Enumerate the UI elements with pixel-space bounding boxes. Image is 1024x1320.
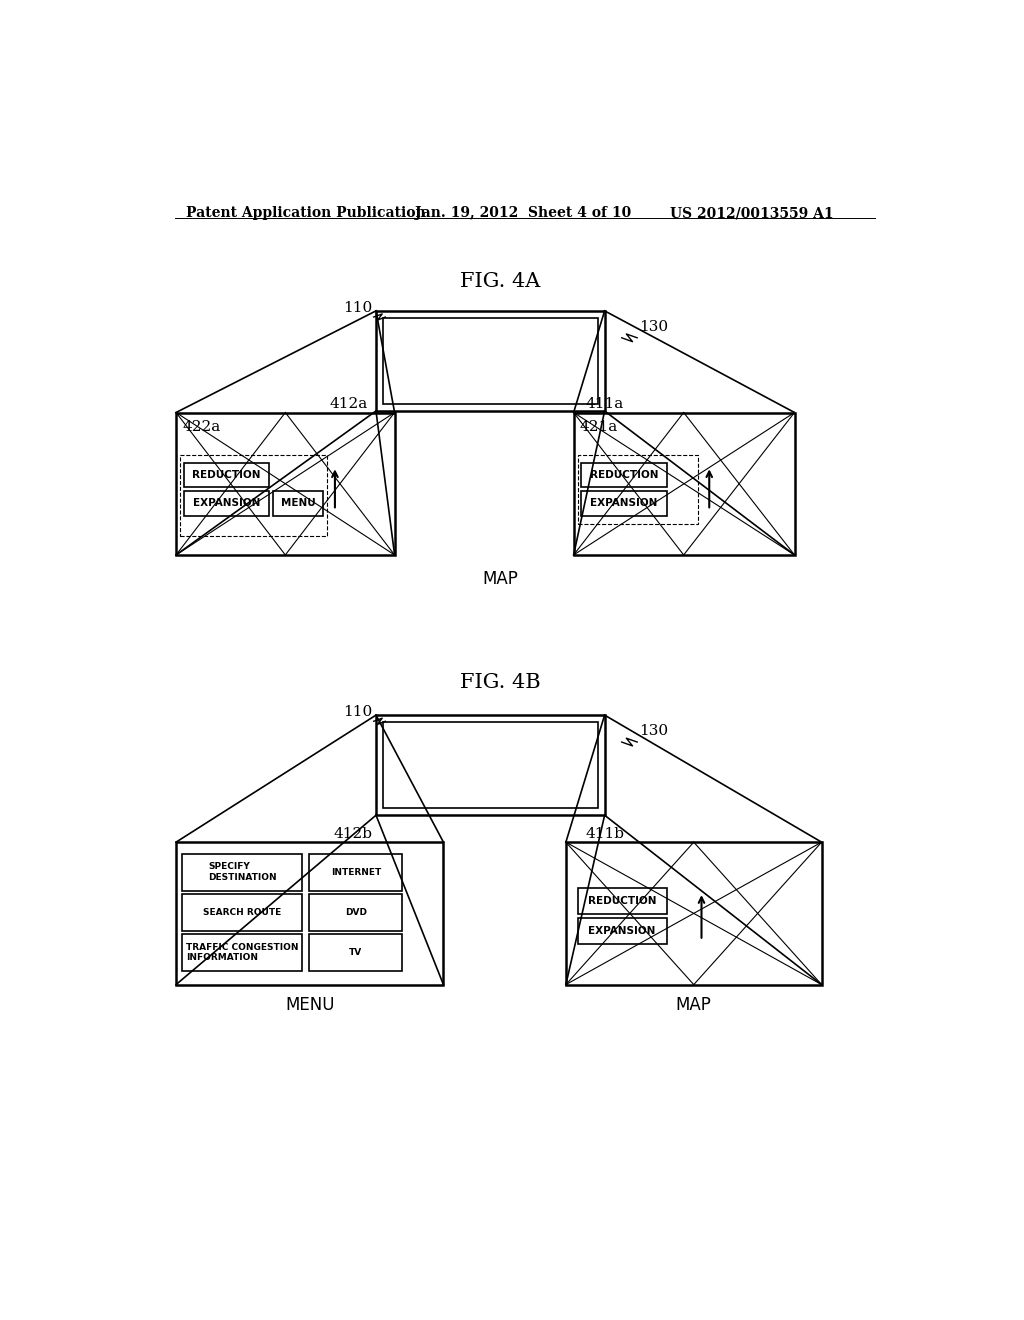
Text: 412a: 412a: [330, 397, 368, 411]
Text: 422a: 422a: [182, 420, 220, 434]
Bar: [383, 722, 598, 808]
Text: EXPANSION: EXPANSION: [589, 927, 655, 936]
Bar: [376, 715, 604, 816]
Bar: [182, 854, 302, 891]
Bar: [273, 491, 324, 516]
Bar: [180, 455, 328, 536]
Text: 412b: 412b: [334, 826, 373, 841]
Text: EXPANSION: EXPANSION: [590, 499, 657, 508]
Bar: [566, 842, 821, 985]
Text: 130: 130: [640, 725, 669, 738]
Bar: [309, 854, 402, 891]
Text: FIG. 4B: FIG. 4B: [460, 673, 541, 692]
Text: TRAFFIC CONGESTION
INFORMATION: TRAFFIC CONGESTION INFORMATION: [186, 942, 299, 962]
Text: 110: 110: [343, 705, 372, 719]
Text: REDUCTION: REDUCTION: [193, 470, 261, 480]
Bar: [309, 933, 402, 970]
Text: 110: 110: [343, 301, 372, 314]
Text: FIG. 4A: FIG. 4A: [460, 272, 541, 292]
Bar: [582, 462, 667, 487]
Bar: [376, 312, 604, 411]
Text: SEARCH ROUTE: SEARCH ROUTE: [203, 908, 282, 916]
Bar: [309, 894, 402, 931]
Text: MENU: MENU: [285, 997, 335, 1014]
Text: MENU: MENU: [281, 499, 315, 508]
Bar: [578, 888, 667, 913]
Text: DVD: DVD: [345, 908, 367, 916]
Text: Jan. 19, 2012  Sheet 4 of 10: Jan. 19, 2012 Sheet 4 of 10: [415, 206, 631, 220]
Text: REDUCTION: REDUCTION: [590, 470, 658, 480]
Text: INTERNET: INTERNET: [331, 867, 381, 876]
Text: 421a: 421a: [580, 420, 618, 434]
Bar: [383, 318, 598, 404]
Bar: [182, 894, 302, 931]
Text: TV: TV: [349, 948, 362, 957]
Text: MAP: MAP: [482, 570, 518, 589]
Text: MAP: MAP: [676, 997, 712, 1014]
Bar: [578, 455, 697, 524]
Bar: [176, 842, 443, 985]
Text: Patent Application Publication: Patent Application Publication: [186, 206, 426, 220]
Text: SPECIFY
DESTINATION: SPECIFY DESTINATION: [208, 862, 276, 882]
Text: EXPANSION: EXPANSION: [193, 499, 260, 508]
Text: REDUCTION: REDUCTION: [588, 896, 656, 906]
Text: 130: 130: [640, 319, 669, 334]
Text: 411b: 411b: [586, 826, 625, 841]
Bar: [183, 491, 269, 516]
Bar: [182, 933, 302, 970]
Bar: [183, 462, 269, 487]
Text: 411a: 411a: [586, 397, 624, 411]
Text: US 2012/0013559 A1: US 2012/0013559 A1: [671, 206, 835, 220]
Bar: [573, 412, 795, 554]
Bar: [176, 412, 394, 554]
Bar: [582, 491, 667, 516]
Bar: [578, 919, 667, 944]
